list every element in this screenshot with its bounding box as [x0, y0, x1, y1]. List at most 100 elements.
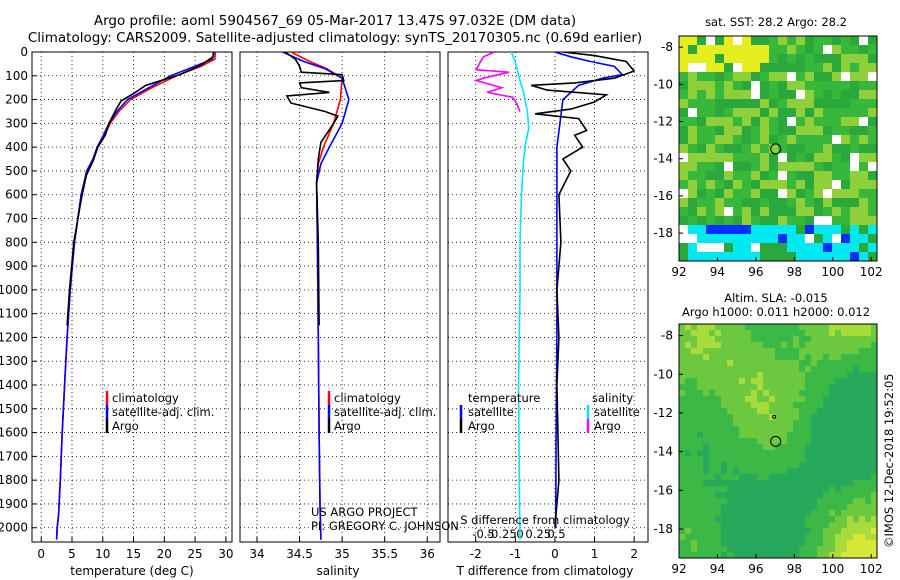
- sla-cell: [733, 498, 739, 504]
- sla-cell: [727, 408, 733, 414]
- sla-cell: [763, 492, 769, 498]
- sst-cell: [868, 54, 877, 63]
- sst-cell: [706, 189, 715, 198]
- sla-cell: [697, 372, 703, 378]
- sla-cell: [871, 474, 877, 480]
- sla-cell: [775, 396, 781, 402]
- sla-cell: [871, 540, 877, 546]
- sst-cell: [823, 108, 832, 117]
- sla-cell: [793, 510, 799, 516]
- sla-cell: [685, 360, 691, 366]
- sst-cell: [688, 171, 697, 180]
- sla-cell: [793, 420, 799, 426]
- sla-cell: [727, 492, 733, 498]
- sla-cell: [679, 384, 685, 390]
- sla-cell: [745, 456, 751, 462]
- sst-cell: [742, 234, 751, 243]
- sla-cell: [733, 546, 739, 552]
- sla-cell: [715, 528, 721, 534]
- sst-cell: [715, 99, 724, 108]
- sla-cell: [871, 366, 877, 372]
- sst-cell: [850, 90, 859, 99]
- sst-cell: [679, 162, 688, 171]
- sla-cell: [793, 402, 799, 408]
- x-tick-label: 2: [630, 547, 638, 561]
- sst-cell: [859, 252, 868, 261]
- sla-cell: [865, 372, 871, 378]
- sla-cell: [799, 498, 805, 504]
- legend-clim-label: climatology: [112, 391, 179, 405]
- sla-cell: [859, 462, 865, 468]
- y-tick-label: 1600: [0, 426, 28, 440]
- sla-cell: [709, 498, 715, 504]
- sla-cell: [841, 378, 847, 384]
- sla-cell: [721, 330, 727, 336]
- sst-cell: [733, 171, 742, 180]
- sla-cell: [829, 408, 835, 414]
- sla-cell: [823, 432, 829, 438]
- sst-cell: [679, 117, 688, 126]
- sla-cell: [859, 528, 865, 534]
- sst-cell: [742, 162, 751, 171]
- sla-cell: [847, 324, 853, 330]
- sst-cell: [724, 72, 733, 81]
- sla-cell: [697, 330, 703, 336]
- sla-cell: [781, 336, 787, 342]
- sla-cell: [685, 366, 691, 372]
- sla-cell: [685, 372, 691, 378]
- sla-cell: [709, 390, 715, 396]
- sla-cell: [817, 444, 823, 450]
- sst-cell: [787, 126, 796, 135]
- sla-cell: [823, 336, 829, 342]
- sst-cell: [742, 198, 751, 207]
- sla-cell: [709, 510, 715, 516]
- sst-cell: [832, 117, 841, 126]
- sla-cell: [859, 456, 865, 462]
- sla-cell: [727, 354, 733, 360]
- sla-cell: [769, 534, 775, 540]
- sla-cell: [679, 348, 685, 354]
- sst-cell: [859, 36, 868, 45]
- sst-cell: [679, 252, 688, 261]
- sla-cell: [685, 492, 691, 498]
- sst-cell: [688, 153, 697, 162]
- sla-cell: [709, 414, 715, 420]
- sla-cell: [853, 438, 859, 444]
- sla-cell: [709, 444, 715, 450]
- sla-cell: [703, 384, 709, 390]
- sla-cell: [745, 480, 751, 486]
- sla-cell: [847, 354, 853, 360]
- sla-cell: [709, 372, 715, 378]
- sla-cell: [757, 348, 763, 354]
- sla-cell: [811, 324, 817, 330]
- sla-cell: [745, 528, 751, 534]
- sla-cell: [769, 510, 775, 516]
- sla-cell: [829, 336, 835, 342]
- sla-cell: [799, 546, 805, 552]
- sla-cell: [781, 438, 787, 444]
- sst-cell: [706, 90, 715, 99]
- sst-cell: [769, 72, 778, 81]
- sla-cell: [775, 540, 781, 546]
- sst-cell: [805, 90, 814, 99]
- sla-cell: [865, 402, 871, 408]
- sla-cell: [691, 414, 697, 420]
- sla-cell: [763, 432, 769, 438]
- sst-cell: [868, 72, 877, 81]
- sla-cell: [757, 378, 763, 384]
- sst-cell: [796, 198, 805, 207]
- sla-cell: [763, 324, 769, 330]
- sst-cell: [751, 63, 760, 72]
- sla-cell: [841, 474, 847, 480]
- sla-cell: [745, 546, 751, 552]
- sla-cell: [745, 366, 751, 372]
- sst-cell: [697, 243, 706, 252]
- sla-cell: [721, 420, 727, 426]
- x-tick-label: 1: [591, 547, 599, 561]
- sla-cell: [823, 444, 829, 450]
- sla-cell: [823, 486, 829, 492]
- sla-cell: [697, 510, 703, 516]
- sst-cell: [850, 198, 859, 207]
- sla-cell: [739, 492, 745, 498]
- sst-cell: [832, 198, 841, 207]
